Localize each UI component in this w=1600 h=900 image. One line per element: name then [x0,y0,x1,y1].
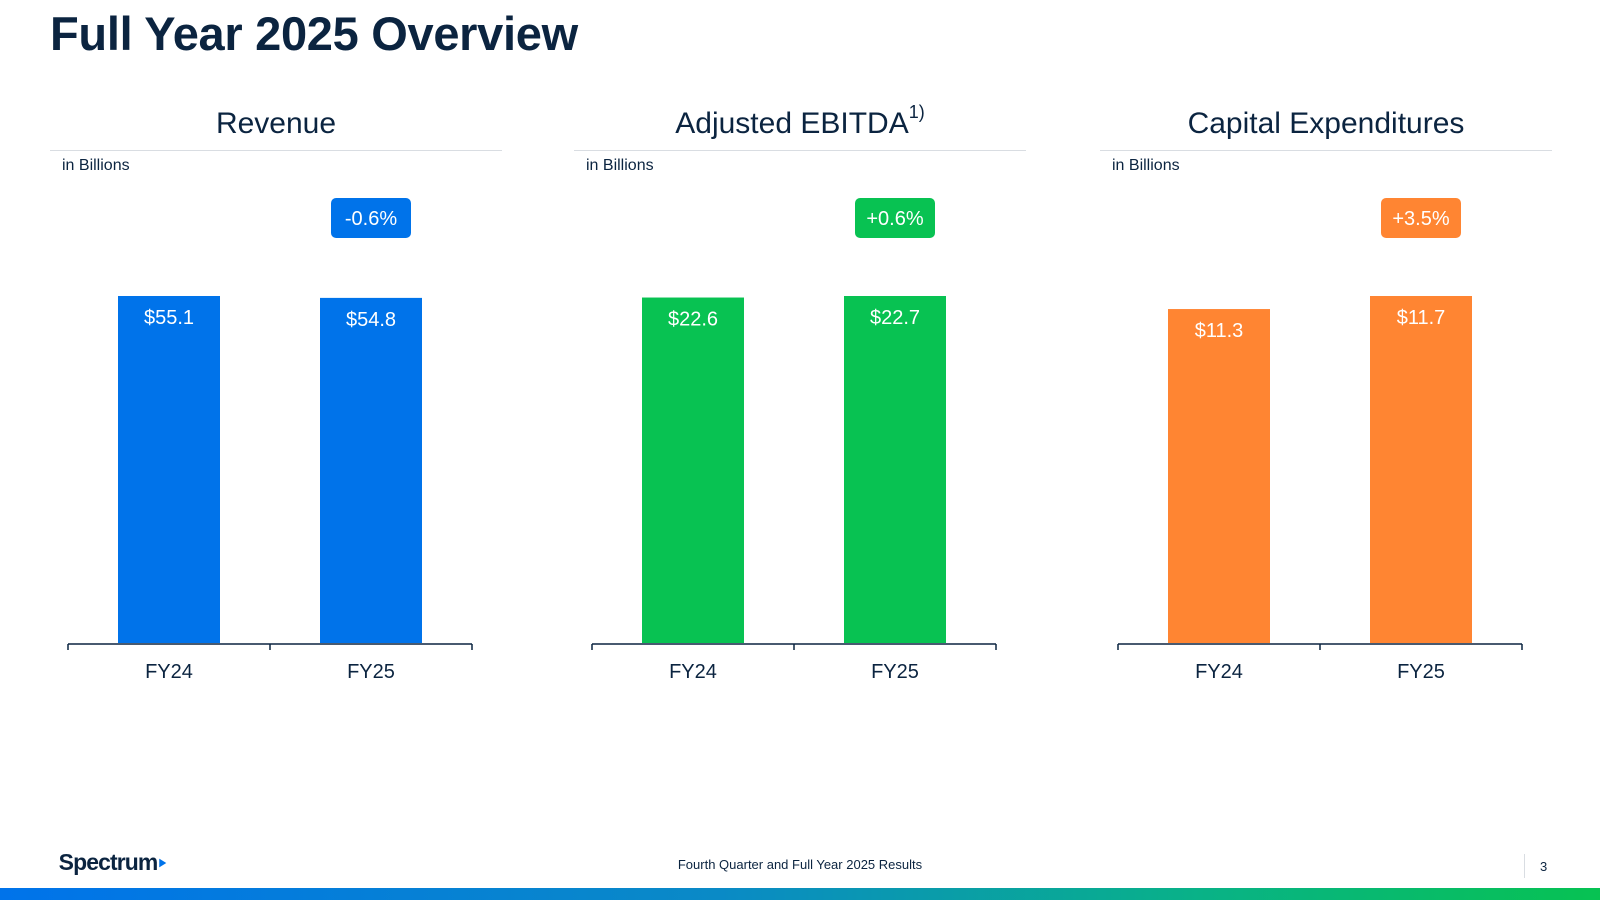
chart-title: Adjusted EBITDA1) [574,102,1026,141]
change-badge [331,198,411,238]
capital-expenditures-chart-panel: Capital Expenditures in Billions $11.3 FY… [1100,100,1552,700]
page-number: 3 [1540,859,1548,874]
x-tick-label: FY25 [1397,661,1445,683]
footer-text: Fourth Quarter and Full Year 2025 Result… [677,857,923,872]
bar-value-label: $22.7 [870,307,920,329]
spectrum-logo: Spectrum [59,849,167,875]
revenue-chart-panel: Revenue in Billions $55.1 FY24 $54.8 FY25 -0… [50,100,502,700]
x-tick-label: FY24 [145,661,193,683]
chart-title-text: Adjusted EBITDA [675,107,909,140]
change-badge-label: +0.6% [866,208,923,230]
adjusted-ebitda-chart-panel: Adjusted EBITDA1) in Billions $22.6 FY24 $… [574,100,1026,700]
change-badge-label: +3.5% [1392,208,1449,230]
footer-divider [1524,854,1525,878]
title-divider [1100,150,1552,151]
chart-title-text: Capital Expenditures [1187,107,1465,140]
bar-fy24 [642,297,744,643]
bar-value-label: $22.6 [668,309,718,331]
bar-fy25 [1370,296,1472,643]
change-badge-label: -0.6% [345,208,397,230]
x-tick-label: FY24 [669,661,717,683]
page-title: Full Year 2025 Overview [50,7,578,60]
change-badge [855,198,935,238]
bar-fy24 [118,296,220,643]
capital-expenditures-bar-chart: $11.3 FY24 $11.7 FY25 +3.5% [1117,198,1523,683]
chart-title-footnote: 1) [908,102,925,122]
adjusted-ebitda-bar-chart: $22.6 FY24 $22.7 FY25 +0.6% [591,198,997,683]
unit-label: in Billions [586,157,654,174]
bar-value-label: $54.8 [346,309,396,331]
revenue-bar-chart: $55.1 FY24 $54.8 FY25 -0.6% [67,198,473,683]
title-divider [50,150,502,151]
x-tick-label: FY25 [871,661,919,683]
chart-title: Capital Expenditures [1100,106,1552,141]
title-divider [574,150,1026,151]
bar-fy25 [844,296,946,643]
logo-wordmark: Spectrum [59,849,158,875]
footer-gradient-bar [0,888,1600,900]
chart-title: Revenue [50,106,502,141]
x-tick-label: FY24 [1195,661,1243,683]
unit-label: in Billions [62,157,130,174]
bar-value-label: $11.3 [1195,320,1244,342]
change-badge [1381,198,1461,238]
x-tick-label: FY25 [347,661,395,683]
bar-value-label: $11.7 [1397,307,1446,329]
chart-title-text: Revenue [215,107,337,140]
bar-fy25 [320,297,422,643]
bar-fy24 [1168,309,1270,643]
logo-arrow-icon [159,858,167,868]
unit-label: in Billions [1112,157,1180,174]
bar-value-label: $55.1 [144,307,194,329]
